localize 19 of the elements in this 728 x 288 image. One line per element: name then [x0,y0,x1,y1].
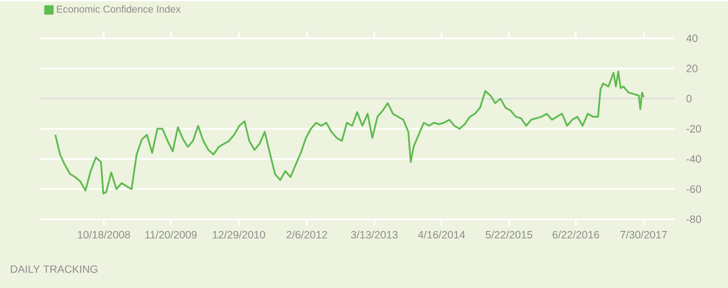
x-tick-label: 11/20/2009 [145,230,197,238]
x-tick-label: 6/22/2016 [552,230,600,238]
y-tick-label: -20 [686,124,702,132]
y-tick-label: -80 [686,215,702,223]
x-tick-label: 2/6/2012 [286,230,328,238]
line-series [54,70,645,194]
y-tick-label: -40 [686,155,702,163]
x-tick-label: 4/16/2014 [418,230,465,238]
y-tick-label: 40 [686,34,698,42]
x-tick-label: 5/22/2015 [486,230,532,238]
x-tick-label: 12/29/2010 [212,230,266,238]
y-tick-label: 0 [686,94,692,102]
legend-label: Economic Confidence Index [57,5,181,13]
text: DAILY TRACKING [10,265,98,273]
x-tick-label: 3/13/2013 [351,230,398,238]
y-tick-label: -60 [686,185,702,193]
x-tick-label: 10/18/2008 [78,230,130,238]
x-tick-label: 7/30/2017 [620,230,667,238]
y-tick-label: 20 [686,64,698,72]
